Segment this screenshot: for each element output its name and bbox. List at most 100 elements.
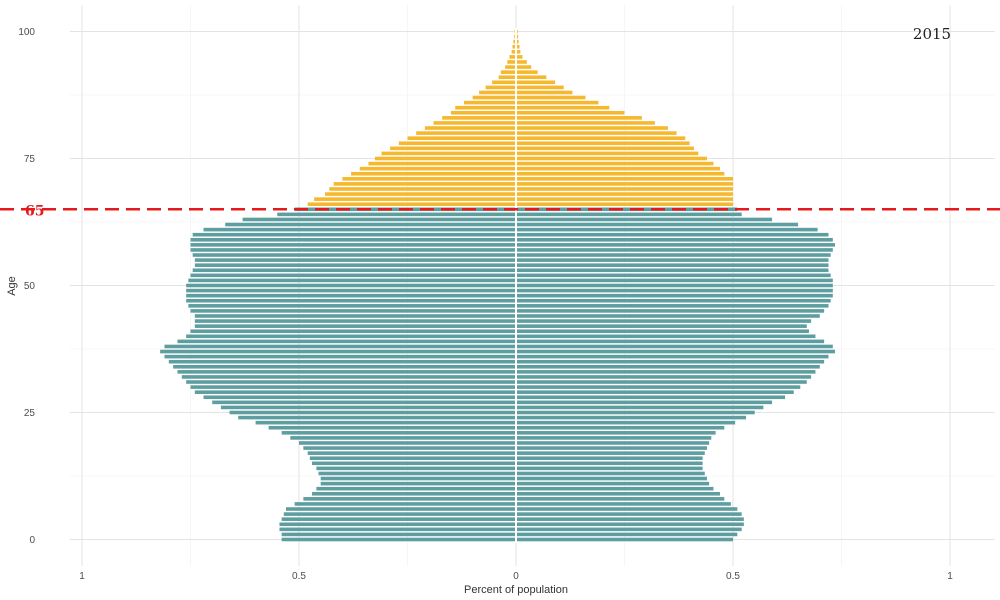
bar-left-age-69 [329,187,516,191]
bar-right-age-54 [516,263,829,267]
bar-left-age-98 [513,39,516,44]
tick-labels: 1 0.5 0 0.5 1 0 25 50 75 100 [18,27,953,582]
bar-right-age-48 [516,293,833,298]
bar-right-age-96 [516,50,521,54]
bar-left-age-50 [186,283,516,288]
bar-right-age-4 [516,517,744,521]
bar-left-age-21 [281,431,516,435]
bar-left-age-92 [500,70,516,74]
bar-right-age-88 [516,90,573,95]
bar-right-age-47 [516,298,831,303]
bar-left-age-11 [320,481,516,486]
bar-left-age-15 [312,461,516,466]
bar-right-age-64 [516,212,742,217]
bar-right-age-57 [516,248,833,252]
bar-left-age-60 [192,232,517,237]
bar-right-age-77 [516,146,694,151]
bar-left-age-76 [381,151,516,156]
bar-left-age-45 [190,309,516,313]
x-tick-label: 1 [947,571,953,582]
bar-right-age-98 [516,39,519,44]
bar-right-age-12 [516,476,707,481]
bar-right-age-91 [516,75,547,80]
x-axis-title: Percent of population [464,584,568,596]
bar-left-age-3 [279,522,516,527]
bar-right-age-26 [516,405,764,410]
bar-right-age-83 [516,116,642,120]
bar-left-age-57 [190,248,516,252]
bar-left-age-9 [312,491,516,496]
bar-right-age-40 [516,334,816,339]
bar-right-age-71 [516,177,733,181]
bar-right-age-65 [516,207,738,212]
bar-right-age-5 [516,512,742,516]
bar-left-age-89 [485,85,516,90]
bar-right-age-93 [516,65,532,69]
bar-left-age-27 [212,400,516,405]
x-tick-label: 0.5 [292,571,306,582]
bar-right-age-74 [516,161,714,166]
bar-right-age-14 [516,466,703,471]
bar-left-age-79 [407,136,516,140]
bar-right-age-13 [516,471,705,476]
bar-right-age-95 [516,55,523,59]
bar-left-age-93 [505,65,516,69]
bar-left-age-72 [351,171,516,176]
bar-left-age-70 [333,182,516,186]
bar-right-age-79 [516,136,686,140]
bar-left-age-52 [190,273,516,278]
bar-right-age-25 [516,410,755,415]
bar-left-age-54 [194,263,516,267]
bar-left-age-62 [225,222,516,227]
bar-right-age-39 [516,339,825,344]
bar-right-age-82 [516,121,655,125]
bar-right-age-21 [516,431,716,435]
bar-left-age-14 [316,466,516,471]
bar-right-age-92 [516,70,538,74]
bar-right-age-80 [516,131,677,135]
bar-right-age-56 [516,253,831,257]
bar-right-age-22 [516,425,725,430]
bar-right-age-90 [516,80,556,85]
bar-right-age-86 [516,100,599,105]
bar-left-age-75 [374,156,516,161]
bar-left-age-66 [307,202,516,207]
bar-left-age-94 [507,60,516,64]
bar-right-age-49 [516,288,833,293]
bar-left-age-30 [190,385,516,389]
bar-left-age-67 [314,197,516,201]
bar-left-age-42 [194,324,516,328]
bar-left-age-71 [342,177,516,181]
bar-right-age-87 [516,95,586,100]
bar-right-age-59 [516,237,833,242]
bar-left-age-1 [281,532,516,537]
bar-left-age-96 [511,50,516,54]
y-axis-title: Age [6,276,18,296]
bar-left-age-8 [303,497,516,501]
bar-left-age-68 [325,192,516,196]
bar-left-age-16 [309,456,516,461]
bar-right-age-76 [516,151,699,156]
bar-right-age-19 [516,441,710,445]
bar-right-age-62 [516,222,799,227]
bar-left-age-38 [164,344,516,349]
bar-left-age-80 [416,131,516,135]
bar-left-age-20 [290,436,516,440]
bar-right-age-61 [516,227,818,232]
bar-right-age-6 [516,507,738,511]
bar-right-age-67 [516,197,733,201]
bar-right-age-8 [516,497,725,501]
bar-left-age-2 [279,527,516,532]
bar-left-age-55 [194,258,516,262]
bar-right-age-1 [516,532,738,537]
bar-left-age-61 [203,227,516,232]
bar-left-age-31 [186,380,516,384]
bar-right-age-51 [516,278,833,283]
bar-left-age-84 [450,110,516,115]
bar-left-age-32 [181,375,516,379]
bar-right-age-11 [516,481,710,486]
bar-left-age-95 [509,55,516,59]
bar-left-age-28 [203,395,516,400]
bar-right-age-73 [516,166,720,171]
bar-left-age-51 [188,278,516,283]
